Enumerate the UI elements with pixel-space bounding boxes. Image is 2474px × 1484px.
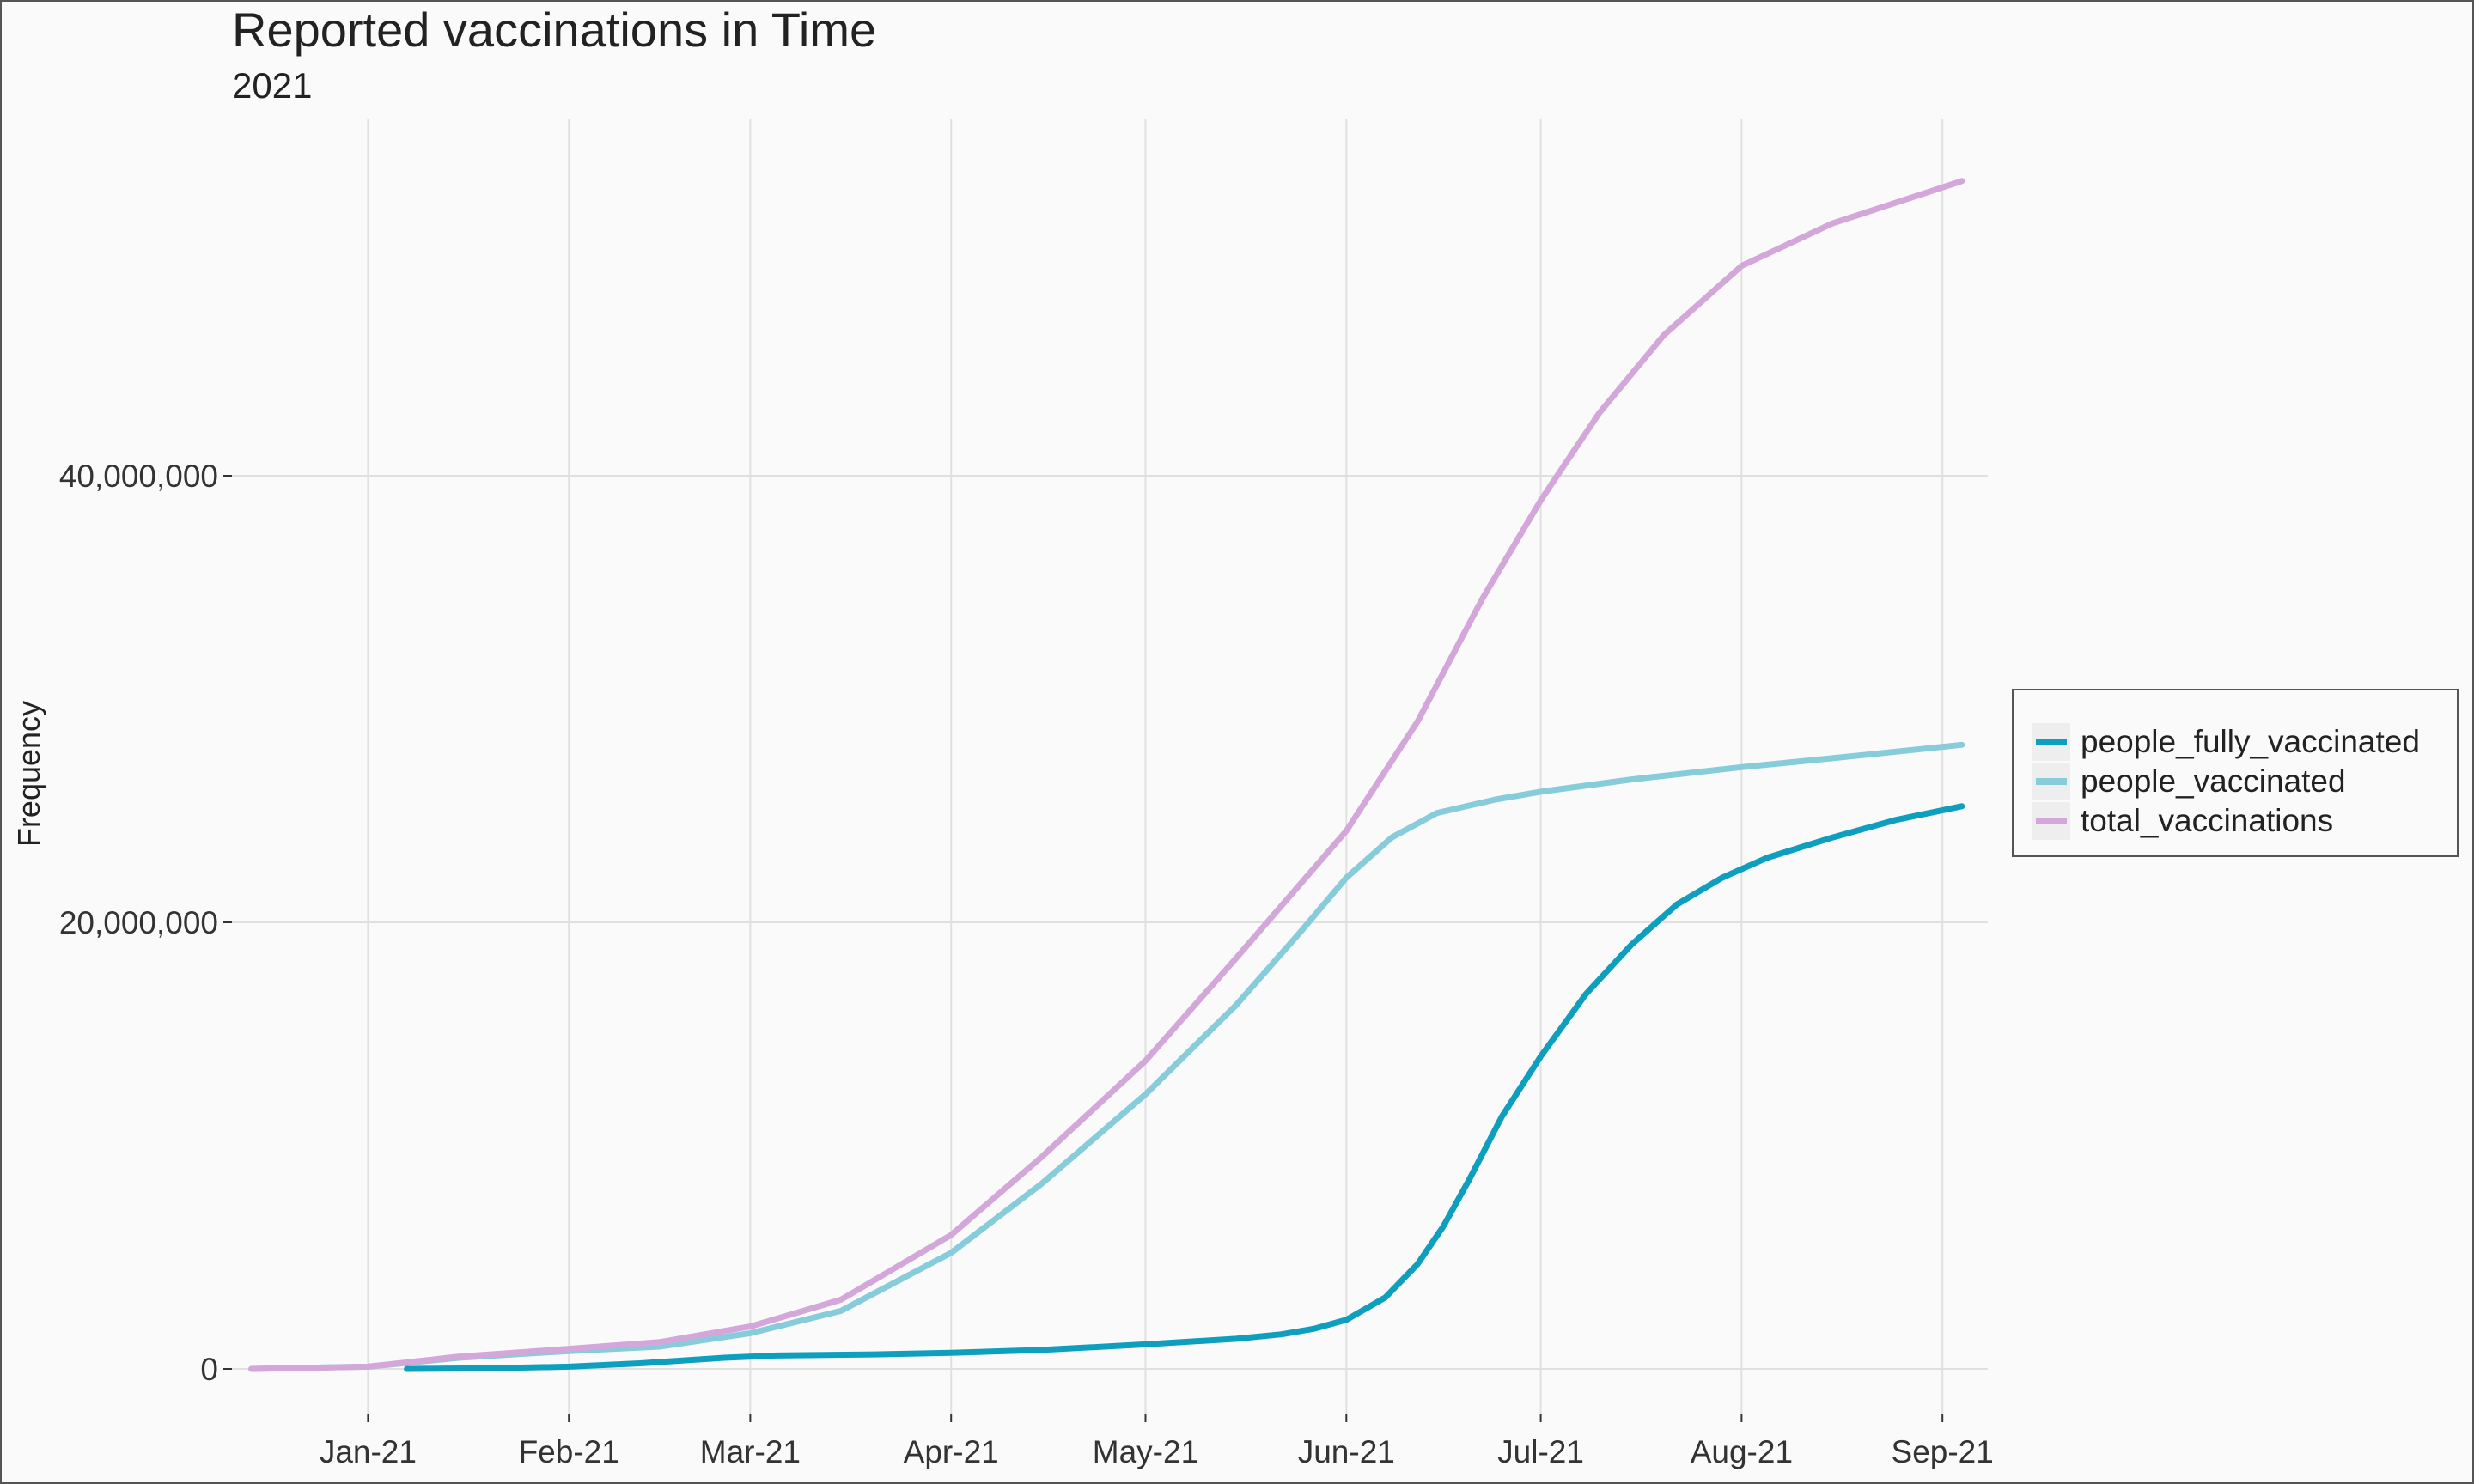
chart-subtitle: 2021 [232,65,313,106]
y-axis-title: Frequency [11,701,46,847]
legend: people_fully_vaccinated people_vaccinate… [2012,689,2459,857]
legend-key [2032,802,2070,840]
x-tick-label: Aug-21 [1691,1434,1793,1469]
legend-swatch [2036,818,2067,824]
x-tick-label: Feb-21 [519,1434,619,1469]
x-tick-label: Sep-21 [1892,1434,1994,1469]
legend-key [2032,763,2070,800]
y-tick-labels: 0 20,000,000 40,000,000 [59,459,218,1387]
y-tick-label: 40,000,000 [59,459,218,494]
x-gridlines [367,119,1944,1414]
plot-panel [232,119,1988,1414]
series-line-total-vaccinations [248,178,1965,1372]
legend-key [2032,723,2070,761]
x-tick-label: Jul-21 [1497,1434,1584,1469]
y-tick-label: 0 [200,1352,218,1387]
x-tick-label: Jun-21 [1298,1434,1395,1469]
x-tick-label: Jan-21 [320,1434,417,1469]
legend-item-people-fully-vaccinated: people_fully_vaccinated [2032,723,2453,763]
x-tick-label: May-21 [1093,1434,1198,1469]
legend-label: people_fully_vaccinated [2081,724,2420,759]
axis-ticks [223,475,1944,1422]
legend-item-total-vaccinations: total_vaccinations [2032,802,2453,842]
series-lines [248,178,1965,1372]
legend-swatch [2036,739,2067,745]
series-line-people-fully-vaccinated [404,803,1965,1372]
x-tick-labels: Jan-21 Feb-21 Mar-21 Apr-21 May-21 Jun-21 Jul-… [320,1434,1994,1469]
legend-item-people-vaccinated: people_vaccinated [2032,763,2453,802]
y-tick-label: 20,000,000 [59,905,218,940]
legend-label: total_vaccinations [2081,803,2334,838]
legend-swatch [2036,778,2067,785]
legend-label: people_vaccinated [2081,763,2346,799]
x-tick-label: Apr-21 [904,1434,999,1469]
x-tick-label: Mar-21 [700,1434,801,1469]
chart-title: Reported vaccinations in Time [232,3,877,57]
